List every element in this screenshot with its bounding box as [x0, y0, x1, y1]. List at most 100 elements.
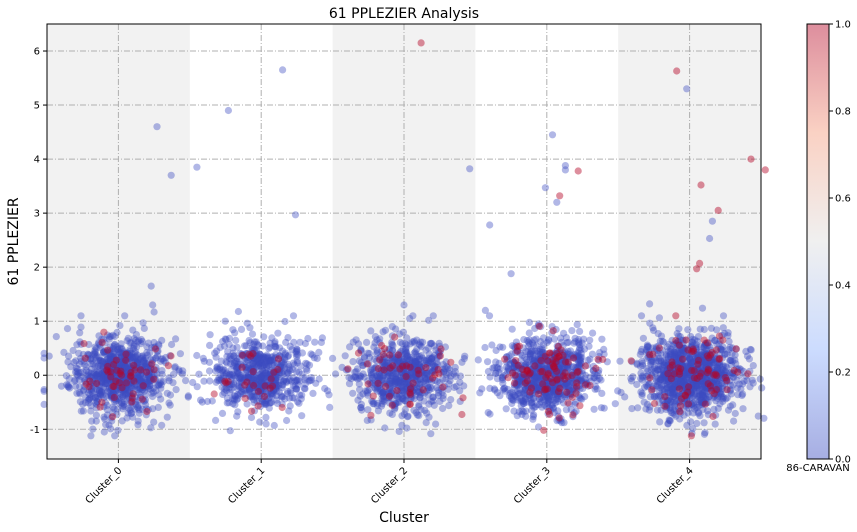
- scatter-point: [243, 373, 251, 381]
- scatter-point: [576, 327, 584, 335]
- scatter-point: [144, 406, 152, 414]
- scatter-point: [126, 369, 135, 377]
- scatter-point: [142, 381, 150, 389]
- scatter-point: [523, 358, 532, 367]
- scatter-point: [134, 338, 142, 346]
- scatter-point: [360, 373, 368, 381]
- scatter-point: [653, 406, 662, 414]
- colorbar-tick-label: 0.4: [835, 281, 851, 292]
- scatter-point: [119, 369, 127, 377]
- scatter-point: [123, 359, 132, 368]
- x-tick-label: Cluster_3: [512, 465, 553, 506]
- scatter-point: [93, 352, 101, 360]
- scatter-point: [243, 400, 251, 408]
- scatter-point: [149, 373, 157, 381]
- scatter-point: [93, 385, 101, 393]
- scatter-point: [109, 349, 117, 357]
- scatter-point: [261, 382, 269, 390]
- scatter-point: [100, 328, 108, 336]
- scatter-point: [113, 369, 121, 377]
- scatter-point: [125, 392, 133, 400]
- scatter-point: [112, 375, 120, 383]
- scatter-point: [146, 349, 154, 357]
- scatter-point: [146, 376, 154, 384]
- scatter-point: [127, 378, 135, 386]
- scatter-point: [456, 372, 465, 380]
- scatter-point: [175, 366, 183, 374]
- scatter-point: [171, 364, 179, 372]
- scatter-point: [237, 374, 245, 382]
- scatter-point: [526, 388, 534, 396]
- y-tick-label: 4: [34, 155, 40, 166]
- scatter-point: [102, 348, 110, 356]
- scatter-point: [731, 351, 739, 359]
- scatter-point: [256, 392, 264, 400]
- scatter-point: [257, 378, 265, 386]
- scatter-point: [91, 375, 99, 383]
- scatter-point: [120, 362, 128, 371]
- scatter-point: [99, 357, 107, 365]
- scatter-point: [103, 367, 111, 375]
- scatter-point: [459, 394, 467, 402]
- scatter-point: [150, 366, 158, 374]
- scatter-point: [139, 371, 147, 380]
- scatter-point: [153, 347, 161, 356]
- scatter-point: [110, 398, 119, 406]
- scatter-point: [139, 354, 147, 362]
- scatter-point: [693, 265, 701, 273]
- scatter-point: [77, 340, 85, 348]
- scatter-point: [124, 376, 132, 384]
- scatter-point: [245, 364, 253, 372]
- scatter-point: [100, 394, 108, 402]
- scatter-point: [120, 350, 128, 358]
- scatter-point: [159, 355, 167, 363]
- scatter-point: [136, 385, 144, 393]
- scatter-point: [108, 367, 116, 375]
- scatter-point: [113, 365, 121, 373]
- scatter-point: [75, 360, 84, 368]
- scatter-point: [73, 365, 81, 373]
- scatter-point: [219, 365, 227, 373]
- scatter-point: [164, 362, 172, 370]
- scatter-point: [154, 403, 162, 411]
- scatter-point: [291, 211, 300, 219]
- scatter-point: [589, 329, 597, 337]
- scatter-point: [117, 344, 125, 352]
- scatter-point: [672, 312, 680, 320]
- scatter-point: [257, 378, 265, 386]
- scatter-point: [133, 386, 141, 394]
- scatter-point: [301, 385, 309, 393]
- scatter-point: [118, 360, 126, 368]
- scatter-point: [133, 359, 141, 367]
- x-tick-label: Cluster_1: [226, 465, 267, 506]
- scatter-point: [95, 354, 103, 362]
- scatter-point: [266, 393, 274, 402]
- scatter-point: [119, 372, 127, 380]
- scatter-point: [135, 389, 143, 397]
- scatter-point: [124, 409, 132, 417]
- scatter-point: [649, 350, 657, 358]
- scatter-point: [77, 373, 85, 381]
- scatter-point: [344, 365, 352, 373]
- scatter-point: [586, 381, 594, 390]
- y-tick-label: 0: [34, 371, 40, 382]
- scatter-point: [72, 364, 80, 372]
- scatter-point: [121, 356, 129, 364]
- scatter-point: [639, 373, 647, 381]
- scatter-point: [123, 354, 131, 362]
- scatter-point: [139, 383, 147, 391]
- scatter-point: [65, 352, 73, 360]
- scatter-point: [139, 319, 147, 327]
- scatter-point: [123, 349, 131, 357]
- scatter-point: [367, 327, 375, 335]
- scatter-point: [158, 367, 166, 375]
- scatter-point: [396, 338, 404, 346]
- scatter-point: [52, 333, 60, 341]
- scatter-point: [254, 387, 262, 396]
- scatter-point: [165, 377, 173, 385]
- scatter-point: [72, 357, 80, 365]
- scatter-point: [555, 352, 563, 361]
- scatter-point: [129, 353, 137, 361]
- scatter-point: [65, 375, 73, 383]
- scatter-point: [127, 379, 135, 387]
